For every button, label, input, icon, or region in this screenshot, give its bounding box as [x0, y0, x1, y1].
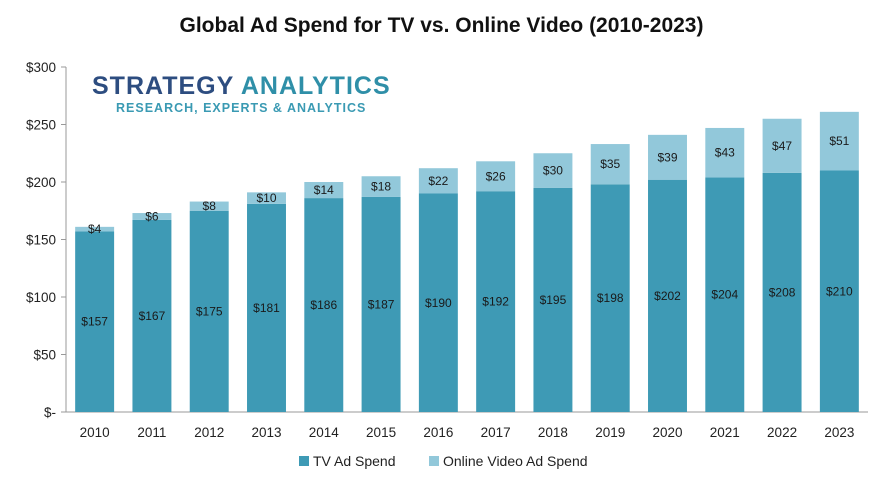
data-label-online-video: $43	[715, 146, 735, 160]
data-label-tv: $190	[425, 296, 452, 310]
y-tick-label: $150	[26, 233, 56, 248]
data-label-tv: $204	[711, 288, 738, 302]
data-label-tv: $202	[654, 289, 681, 303]
data-label-tv: $210	[826, 284, 853, 298]
bar-online-video-ad-spend	[361, 176, 401, 197]
data-label-online-video: $26	[486, 169, 506, 183]
y-tick-label: $50	[33, 348, 56, 363]
bar-online-video-ad-spend	[247, 192, 286, 204]
x-tick-label: 2021	[710, 425, 740, 440]
bar-online-video-ad-spend	[189, 201, 229, 211]
bar-tv-ad-spend	[304, 198, 344, 412]
bar-tv-ad-spend	[189, 210, 229, 412]
legend-swatch-online-video	[429, 456, 439, 466]
legend-swatch-tv	[299, 456, 309, 466]
data-label-online-video: $6	[145, 210, 159, 224]
data-label-tv: $192	[482, 295, 509, 309]
legend-label-online-video: Online Video Ad Spend	[443, 453, 588, 469]
x-tick-label: 2022	[767, 425, 797, 440]
logo-wordmark: STRATEGY ANALYTICS	[92, 72, 391, 101]
data-label-online-video: $51	[829, 134, 849, 148]
x-tick-label: 2020	[652, 425, 682, 440]
data-label-online-video: $14	[314, 183, 334, 197]
bar-tv-ad-spend	[361, 196, 401, 412]
x-tick-label: 2010	[80, 425, 110, 440]
bar-tv-ad-spend	[705, 177, 745, 412]
bar-online-video-ad-spend	[762, 118, 802, 173]
data-label-online-video: $47	[772, 139, 792, 153]
bar-online-video-ad-spend	[132, 213, 172, 220]
y-tick-label: $250	[26, 118, 56, 133]
bar-online-video-ad-spend	[418, 168, 458, 194]
bar-online-video-ad-spend	[304, 182, 344, 199]
y-tick-label: $100	[26, 290, 56, 305]
data-label-tv: $198	[597, 291, 624, 305]
data-label-online-video: $39	[657, 150, 677, 164]
data-label-online-video: $4	[88, 222, 102, 236]
data-label-tv: $208	[769, 285, 796, 299]
data-label-tv: $167	[139, 309, 166, 323]
x-tick-label: 2013	[251, 425, 281, 440]
data-label-online-video: $10	[256, 191, 276, 205]
y-tick-label: $300	[26, 60, 56, 75]
data-label-online-video: $35	[600, 157, 620, 171]
logo-word-strategy: STRATEGY	[92, 72, 234, 100]
bar-online-video-ad-spend	[705, 127, 745, 178]
x-tick-label: 2017	[481, 425, 511, 440]
bar-online-video-ad-spend	[75, 226, 115, 232]
data-label-tv: $195	[540, 293, 567, 307]
bar-online-video-ad-spend	[533, 153, 573, 188]
y-tick-label: $-	[44, 405, 56, 420]
x-tick-label: 2012	[194, 425, 224, 440]
bar-tv-ad-spend	[590, 184, 630, 412]
x-tick-label: 2019	[595, 425, 625, 440]
data-label-tv: $186	[310, 298, 337, 312]
bar-online-video-ad-spend	[590, 144, 630, 185]
x-tick-label: 2023	[824, 425, 854, 440]
data-label-tv: $187	[368, 297, 395, 311]
bar-tv-ad-spend	[533, 187, 573, 412]
bar-tv-ad-spend	[819, 170, 859, 412]
x-tick-label: 2015	[366, 425, 396, 440]
bar-tv-ad-spend	[247, 203, 286, 412]
x-tick-label: 2014	[309, 425, 340, 440]
data-label-tv: $181	[253, 301, 280, 315]
legend-label-tv: TV Ad Spend	[313, 453, 396, 469]
y-tick-label: $200	[26, 175, 56, 190]
data-label-online-video: $30	[543, 164, 563, 178]
bar-online-video-ad-spend	[648, 134, 687, 180]
bar-tv-ad-spend	[75, 231, 115, 412]
bar-tv-ad-spend	[418, 193, 458, 412]
data-label-online-video: $18	[371, 180, 391, 194]
bar-tv-ad-spend	[648, 179, 687, 412]
x-tick-label: 2011	[137, 425, 166, 440]
bar-tv-ad-spend	[762, 172, 802, 412]
data-label-online-video: $22	[428, 174, 448, 188]
x-tick-label: 2016	[423, 425, 453, 440]
data-label-tv: $175	[196, 304, 223, 318]
logo-tagline: RESEARCH, EXPERTS & ANALYTICS	[116, 101, 367, 115]
bar-online-video-ad-spend	[819, 111, 859, 171]
chart-title: Global Ad Spend for TV vs. Online Video …	[179, 14, 704, 37]
bar-tv-ad-spend	[476, 191, 516, 412]
data-label-tv: $157	[81, 315, 108, 329]
x-tick-label: 2018	[538, 425, 568, 440]
bar-online-video-ad-spend	[476, 161, 516, 192]
data-label-online-video: $8	[203, 199, 217, 213]
bar-tv-ad-spend	[132, 219, 172, 412]
logo-word-analytics: ANALYTICS	[240, 72, 391, 100]
